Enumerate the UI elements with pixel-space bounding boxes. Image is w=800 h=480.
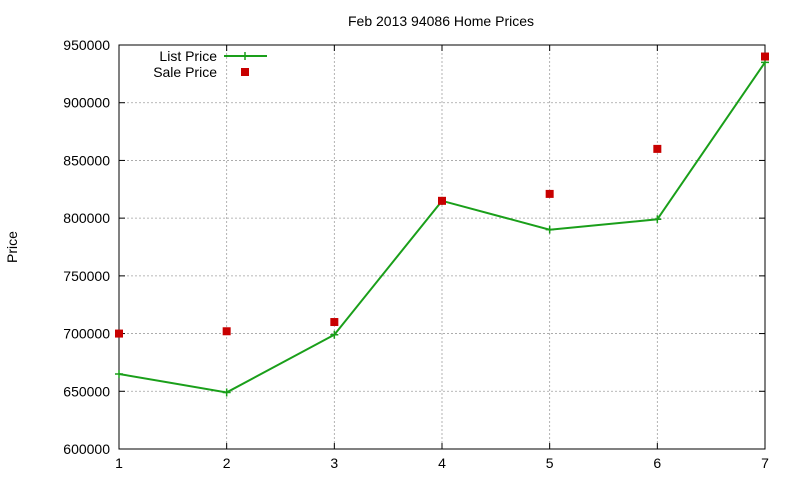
data-point-plus <box>115 369 123 378</box>
y-tick-label: 900000 <box>63 95 110 111</box>
data-point-square <box>222 327 231 336</box>
data-point-square <box>330 318 339 327</box>
legend-label: Sale Price <box>153 64 217 80</box>
y-tick-label: 700000 <box>63 326 110 342</box>
y-axis-label: Price <box>4 231 20 263</box>
data-point-plus <box>330 330 339 339</box>
y-tick-label: 800000 <box>63 210 110 226</box>
data-point-square <box>761 52 769 61</box>
grid-lines <box>119 45 765 449</box>
x-tick-label: 4 <box>438 455 446 471</box>
y-tick-label: 650000 <box>63 383 110 399</box>
axis-ticks: 600000 650000 700000 750000 800000 850000 9000… <box>63 37 769 471</box>
x-tick-label: 6 <box>653 455 661 471</box>
data-point-square <box>438 196 446 205</box>
legend-label: List Price <box>159 48 217 64</box>
series-sale-price <box>115 52 769 338</box>
data-point-square <box>653 144 662 153</box>
y-tick-label: 750000 <box>63 268 110 284</box>
data-point-square <box>115 329 123 338</box>
chart-title: Feb 2013 94086 Home Prices <box>348 13 534 29</box>
y-tick-label: 850000 <box>63 152 110 168</box>
legend-square-swatch <box>241 68 249 76</box>
data-point-plus <box>653 215 662 224</box>
legend-plus-swatch <box>241 52 249 60</box>
x-tick-label: 2 <box>223 455 231 471</box>
series-layer <box>115 52 769 397</box>
data-point-plus <box>222 388 231 397</box>
data-point-plus <box>545 225 554 234</box>
y-tick-label: 950000 <box>63 37 110 53</box>
x-tick-label: 1 <box>115 455 123 471</box>
x-tick-label: 3 <box>330 455 338 471</box>
x-tick-label: 7 <box>761 455 769 471</box>
x-tick-label: 5 <box>546 455 554 471</box>
data-point-square <box>545 189 554 198</box>
y-tick-label: 600000 <box>63 441 110 457</box>
